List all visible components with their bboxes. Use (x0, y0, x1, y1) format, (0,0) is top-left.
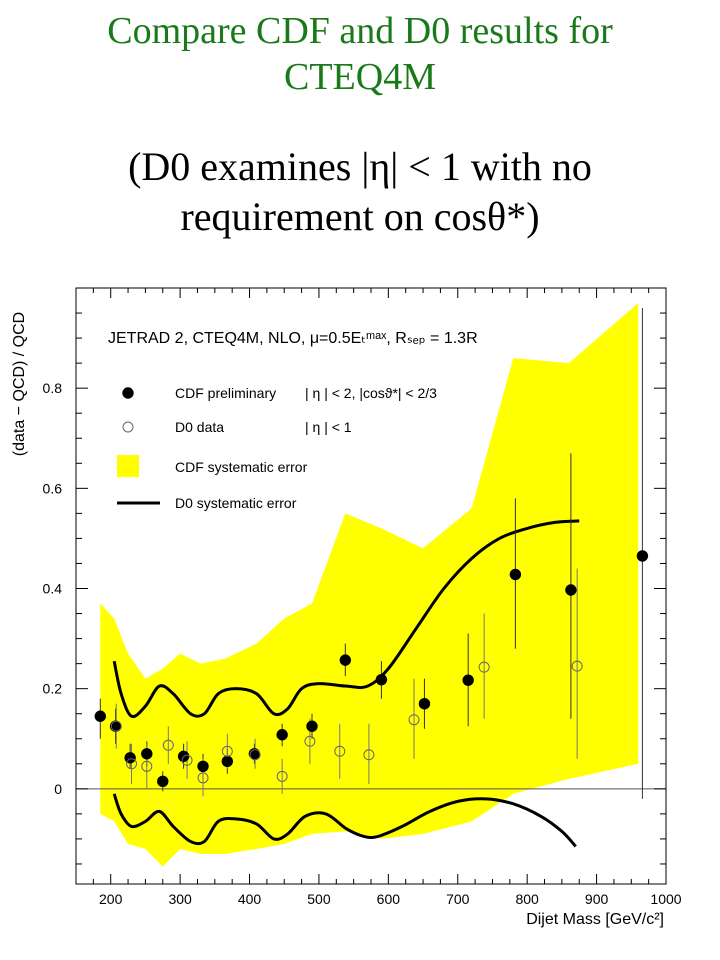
cdf-data-point (418, 697, 431, 710)
cdf-data-point (306, 720, 318, 732)
y-tick-label: 0 (54, 781, 62, 797)
d0-systematic-upper-curve (112, 519, 580, 719)
x-tick-label: 500 (307, 891, 331, 907)
page-title: Compare CDF and D0 results for CTEQ4M (0, 8, 720, 100)
d0-data-point (408, 714, 420, 726)
cdf-data-point (124, 752, 136, 764)
x-tick-label: 1000 (650, 891, 681, 907)
d0-data-point (276, 770, 288, 782)
legend-label: CDF systematic error (175, 459, 308, 475)
chart-annotation: JETRAD 2, CTEQ4M, NLO, μ=0.5Eₜᵐᵃˣ, Rₛₑₚ … (108, 330, 478, 347)
subtitle: (D0 examines |η| < 1 with no requirement… (0, 142, 720, 242)
d0-data-point (110, 720, 122, 732)
legend-label: D0 systematic error (175, 495, 297, 511)
cdf-data-point (462, 674, 474, 686)
d0-systematic-layer (112, 519, 580, 848)
tick-layer: 200 300 400 500 600 700 800 900 1000 0 0.2 0.4 0.6 0.… (43, 287, 682, 907)
x-tick-label: 900 (585, 891, 609, 907)
cdf-data-point (276, 729, 288, 741)
d0-data-point (249, 749, 261, 761)
band-layer (100, 303, 639, 867)
d0-data-point (571, 660, 583, 672)
y-axis-label: (data − QCD) / QCD (11, 312, 28, 456)
cdf-data-point (565, 584, 577, 596)
legend-band-swatch (117, 455, 139, 477)
legend-label: CDF preliminary (175, 385, 276, 401)
cdf-data-point (636, 550, 649, 562)
x-axis-label: Dijet Mass [GeV/c²] (526, 911, 664, 928)
d0-data-point (478, 661, 490, 673)
y-tick-label: 0.6 (43, 480, 63, 496)
y-tick-label: 0.8 (43, 380, 63, 396)
cdf-data-point (375, 673, 388, 686)
title-line-1: Compare CDF and D0 results for (107, 10, 613, 52)
cdf-systematic-band (100, 303, 639, 867)
x-tick-label: 200 (99, 891, 123, 907)
x-tick-label: 400 (238, 891, 262, 907)
y-tick-label: 0.4 (43, 581, 63, 597)
d0-data-point (334, 745, 346, 757)
legend-label: D0 data (175, 419, 224, 435)
legend: CDF preliminary | η | < 2, |cosϑ*| < 2/3 D… (117, 385, 437, 511)
d0-data-point (304, 735, 316, 747)
subtitle-line-1: (D0 examines |η| < 1 with no (128, 144, 592, 189)
d0-data-point (221, 745, 233, 757)
y-tick-label: 0.2 (43, 681, 63, 697)
cdf-data-point (221, 755, 234, 767)
d0-data-point (181, 754, 193, 766)
x-tick-label: 700 (446, 891, 470, 907)
legend-cuts: | η | < 2, |cosϑ*| < 2/3 (305, 385, 437, 401)
data-point-layer (94, 308, 649, 799)
cdf-data-point (197, 760, 209, 773)
d0-data-point (363, 749, 375, 761)
legend-cuts: | η | < 1 (305, 419, 352, 435)
title-line-2: CTEQ4M (284, 56, 436, 98)
x-tick-label: 800 (515, 891, 539, 907)
d0-data-point (197, 772, 209, 784)
cdf-data-point (339, 654, 352, 666)
d0-data-point (141, 760, 153, 772)
cdf-data-point (509, 568, 522, 581)
cdf-data-point (141, 748, 153, 760)
x-tick-label: 600 (377, 891, 401, 907)
d0-data-point (126, 758, 138, 770)
cdf-data-point (94, 710, 106, 722)
legend-d0-marker (122, 421, 134, 433)
d0-systematic-lower-curve (112, 793, 577, 848)
d0-data-point (162, 739, 174, 751)
x-tick-label: 300 (168, 891, 192, 907)
cdf-data-point (157, 775, 169, 788)
legend-cdf-marker (122, 387, 134, 399)
subtitle-line-2: requirement on cosθ*) (180, 194, 540, 239)
